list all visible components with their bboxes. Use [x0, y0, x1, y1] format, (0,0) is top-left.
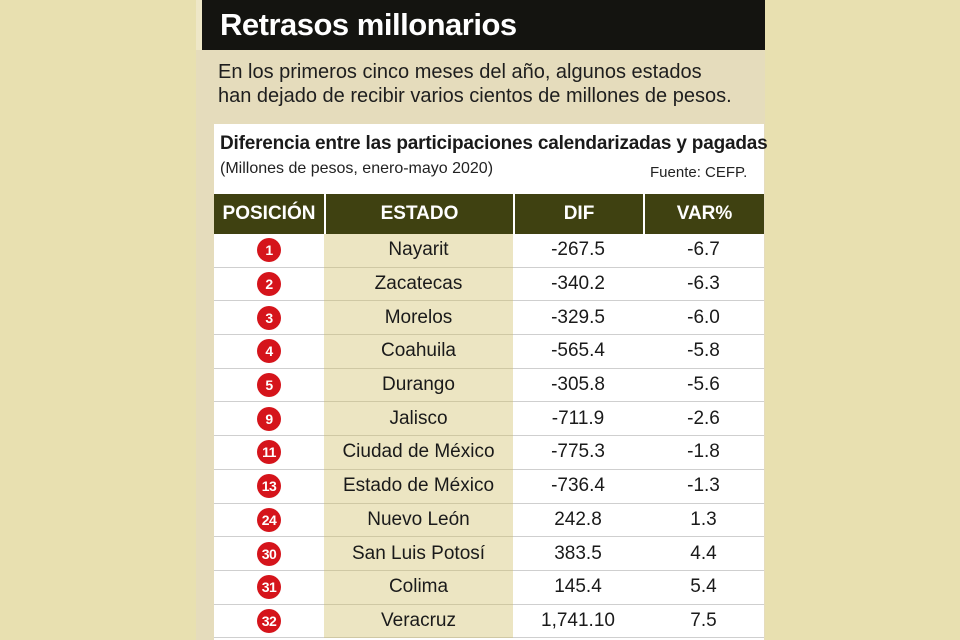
var-cell: 7.5: [643, 605, 764, 639]
position-cell: 4: [214, 335, 324, 369]
estado-cell: San Luis Potosí: [324, 537, 513, 571]
var-cell: -1.3: [643, 470, 764, 504]
var-cell: -1.8: [643, 436, 764, 470]
title-bar: Retrasos millonarios: [196, 0, 765, 50]
header-posicion: POSICIÓN: [214, 194, 324, 234]
estado-cell: Zacatecas: [324, 267, 513, 302]
dif-cell: 383.5: [513, 537, 643, 571]
position-badge: 4: [257, 339, 281, 364]
table-header: POSICIÓN ESTADO DIF VAR%: [214, 194, 764, 234]
dif-cell: -305.8: [513, 369, 643, 403]
dif-cell: -736.4: [513, 470, 643, 504]
table-title: Diferencia entre las participaciones cal…: [220, 133, 768, 154]
position-cell: 2: [214, 268, 324, 302]
dif-cell: -340.2: [513, 268, 643, 302]
table-row: 4 Coahuila -565.4 -5.8: [214, 335, 764, 369]
position-cell: 1: [214, 234, 324, 268]
estado-cell: Durango: [324, 368, 513, 403]
estado-cell: Veracruz: [324, 604, 513, 639]
position-badge: 9: [257, 406, 281, 431]
position-cell: 32: [214, 605, 324, 639]
table-row: 30 San Luis Potosí 383.5 4.4: [214, 537, 764, 571]
position-badge: 31: [257, 575, 281, 600]
var-cell: 5.4: [643, 571, 764, 605]
estado-cell: Morelos: [324, 301, 513, 336]
position-cell: 30: [214, 537, 324, 571]
position-badge: 3: [257, 305, 281, 330]
table-row: 32 Veracruz 1,741.10 7.5: [214, 604, 764, 639]
var-cell: -5.8: [643, 335, 764, 369]
page-title: Retrasos millonarios: [220, 7, 517, 42]
dif-cell: -329.5: [513, 301, 643, 336]
subtitle: En los primeros cinco meses del año, alg…: [218, 61, 732, 107]
position-cell: 24: [214, 504, 324, 538]
estado-cell: Ciudad de México: [324, 436, 513, 470]
position-badge: 5: [257, 373, 281, 398]
position-cell: 11: [214, 436, 324, 470]
dif-cell: 145.4: [513, 571, 643, 605]
position-cell: 9: [214, 402, 324, 437]
header-var: VAR%: [643, 194, 764, 234]
dif-cell: -775.3: [513, 436, 643, 470]
table-row: 9 Jalisco -711.9 -2.6: [214, 402, 764, 437]
infographic: Retrasos millonarios En los primeros cin…: [196, 0, 768, 640]
var-cell: -6.7: [643, 234, 764, 268]
position-cell: 31: [214, 571, 324, 605]
estado-cell: Colima: [324, 570, 513, 605]
position-badge: 30: [257, 541, 281, 566]
position-cell: 13: [214, 470, 324, 504]
position-badge: 13: [257, 474, 281, 499]
var-cell: -2.6: [643, 402, 764, 437]
source-note: Fuente: CEFP.: [650, 164, 748, 181]
dif-cell: -267.5: [513, 234, 643, 268]
var-cell: -6.0: [643, 301, 764, 336]
estado-cell: Nuevo León: [324, 503, 513, 538]
var-cell: -5.6: [643, 369, 764, 403]
header-dif: DIF: [513, 194, 643, 234]
position-cell: 5: [214, 369, 324, 403]
table-row: 31 Colima 145.4 5.4: [214, 570, 764, 605]
position-badge: 24: [257, 507, 281, 532]
table-row: 2 Zacatecas -340.2 -6.3: [214, 267, 764, 302]
dif-cell: 1,741.10: [513, 605, 643, 639]
position-badge: 2: [257, 272, 281, 297]
table-panel: Diferencia entre las participaciones cal…: [214, 124, 768, 640]
estado-cell: Estado de México: [324, 469, 513, 504]
estado-cell: Nayarit: [324, 234, 513, 268]
position-badge: 11: [257, 440, 281, 465]
var-cell: -6.3: [643, 268, 764, 302]
dif-cell: -565.4: [513, 335, 643, 369]
header-estado: ESTADO: [324, 194, 513, 234]
dif-cell: -711.9: [513, 402, 643, 437]
position-cell: 3: [214, 301, 324, 336]
var-cell: 1.3: [643, 504, 764, 538]
estado-cell: Jalisco: [324, 402, 513, 437]
table-row: 11 Ciudad de México -775.3 -1.8: [214, 436, 764, 470]
estado-cell: Coahuila: [324, 335, 513, 369]
dif-cell: 242.8: [513, 504, 643, 538]
unit-note: (Millones de pesos, enero-mayo 2020): [220, 160, 494, 177]
table-row: 1 Nayarit -267.5 -6.7: [214, 234, 764, 268]
position-badge: 1: [257, 238, 281, 263]
table-row: 24 Nuevo León 242.8 1.3: [214, 503, 764, 538]
table-body: 1 Nayarit -267.5 -6.7 2 Zacatecas -340.2 -6.3 3 M…: [214, 234, 764, 639]
table-row: 5 Durango -305.8 -5.6: [214, 368, 764, 403]
table-row: 13 Estado de México -736.4 -1.3: [214, 469, 764, 504]
position-badge: 32: [257, 608, 281, 633]
table-row: 3 Morelos -329.5 -6.0: [214, 301, 764, 336]
var-cell: 4.4: [643, 537, 764, 571]
